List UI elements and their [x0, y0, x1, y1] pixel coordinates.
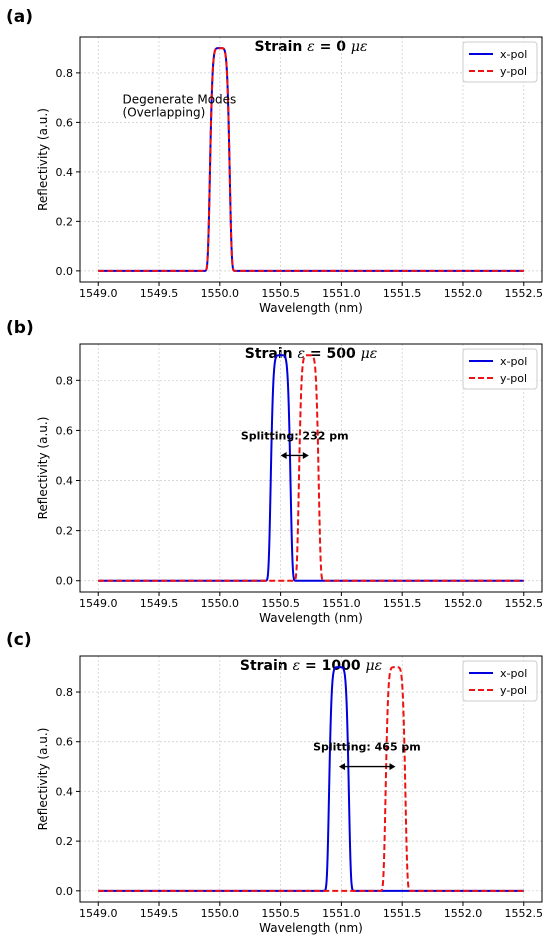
series-line-x-pol [97, 354, 525, 582]
x-axis-label: Wavelength (nm) [259, 921, 363, 935]
splitting-arrow-head-left [338, 763, 345, 771]
y-tick-label: 0.8 [56, 686, 74, 699]
x-tick-label: 1551.5 [383, 907, 422, 920]
panel-label: (b) [6, 318, 34, 338]
y-tick-label: 0.8 [56, 374, 74, 387]
panel-label: (a) [6, 7, 33, 27]
y-tick-label: 0.2 [56, 525, 74, 538]
legend-label-x-pol: x-pol [500, 355, 527, 368]
x-tick-label: 1550.0 [201, 907, 240, 920]
y-tick-label: 0.8 [56, 67, 74, 80]
chart-title: Strain ε = 500 με [245, 346, 378, 362]
y-tick-label: 0.4 [56, 166, 74, 179]
x-tick-label: 1549.0 [79, 287, 118, 300]
title-symbol: ε [298, 346, 306, 362]
panel-0: (a) Strain ε = 0 με 1549.0 1549.5 1550.0 1550… [6, 7, 543, 315]
x-axis-label: Wavelength (nm) [259, 611, 363, 625]
x-tick-label: 1549.0 [79, 907, 118, 920]
y-tick-label: 0.6 [56, 424, 74, 437]
x-tick-label: 1551.5 [383, 597, 422, 610]
x-tick-label: 1550.0 [201, 287, 240, 300]
splitting-arrow-head-left [280, 451, 287, 459]
splitting-annotation: Splitting: 232 pm [241, 429, 349, 442]
y-tick-label: 0.6 [56, 116, 74, 129]
x-tick-label: 1551.5 [383, 287, 422, 300]
x-tick-label: 1551.0 [322, 287, 361, 300]
y-axis-label: Reflectivity (a.u.) [36, 417, 50, 520]
x-tick-label: 1550.5 [261, 287, 300, 300]
legend-label-x-pol: x-pol [500, 48, 527, 61]
y-tick-label: 0.0 [56, 265, 74, 278]
splitting-annotation: Splitting: 465 pm [313, 741, 421, 754]
series-line-y-pol [97, 666, 525, 892]
x-tick-label: 1552.0 [444, 287, 483, 300]
legend-label-x-pol: x-pol [500, 667, 527, 680]
series-line-x-pol [97, 666, 525, 892]
x-tick-label: 1549.0 [79, 597, 118, 610]
x-tick-label: 1551.0 [322, 907, 361, 920]
title-value: = 0 [315, 39, 351, 55]
x-tick-label: 1552.0 [444, 907, 483, 920]
y-tick-label: 0.4 [56, 785, 74, 798]
y-tick-label: 0.0 [56, 885, 74, 898]
x-tick-label: 1552.0 [444, 597, 483, 610]
y-axis-label: Reflectivity (a.u.) [36, 728, 50, 831]
annotation-text: (Overlapping) [123, 105, 206, 119]
splitting-arrow-head-right [302, 451, 309, 459]
x-tick-label: 1552.5 [505, 287, 544, 300]
title-unit: με [351, 39, 368, 55]
x-tick-label: 1549.5 [140, 597, 179, 610]
series-line-y-pol [97, 47, 525, 272]
title-symbol: ε [293, 658, 301, 674]
title-symbol: ε [307, 39, 315, 55]
axes-frame [79, 36, 543, 283]
legend-label-y-pol: y-pol [500, 372, 527, 385]
y-tick-label: 0.0 [56, 575, 74, 588]
chart-title: Strain ε = 0 με [254, 39, 367, 55]
splitting-arrow-head-right [389, 763, 396, 771]
title-value: = 500 [305, 346, 361, 362]
panel-1: (b) Strain ε = 500 με 1549.0 1549.5 1550.0 15… [6, 318, 543, 625]
y-axis-label: Reflectivity (a.u.) [36, 108, 50, 211]
x-tick-label: 1550.5 [261, 907, 300, 920]
x-tick-label: 1550.0 [201, 597, 240, 610]
x-tick-label: 1549.5 [140, 907, 179, 920]
axes-frame [79, 655, 543, 903]
legend-label-y-pol: y-pol [500, 65, 527, 78]
x-tick-label: 1551.0 [322, 597, 361, 610]
chart-title: Strain ε = 1000 με [240, 658, 382, 674]
x-tick-label: 1552.5 [505, 907, 544, 920]
y-tick-label: 0.2 [56, 835, 74, 848]
series-line-y-pol [97, 354, 525, 582]
series-line-x-pol [97, 47, 525, 272]
y-tick-label: 0.4 [56, 475, 74, 488]
y-tick-label: 0.6 [56, 736, 74, 749]
panel-label: (c) [6, 630, 32, 650]
x-tick-label: 1549.5 [140, 287, 179, 300]
x-tick-label: 1552.5 [505, 597, 544, 610]
title-unit: με [366, 658, 383, 674]
title-prefix: Strain [240, 658, 293, 674]
title-prefix: Strain [245, 346, 298, 362]
x-axis-label: Wavelength (nm) [259, 301, 363, 315]
title-value: = 1000 [300, 658, 365, 674]
y-tick-label: 0.2 [56, 215, 74, 228]
legend-label-y-pol: y-pol [500, 684, 527, 697]
panel-2: (c) Strain ε = 1000 με 1549.0 1549.5 1550.0 1… [6, 630, 543, 935]
axes-frame [79, 343, 543, 593]
annotation-text: Degenerate Modes [123, 92, 237, 106]
title-unit: με [361, 346, 378, 362]
x-tick-label: 1550.5 [261, 597, 300, 610]
